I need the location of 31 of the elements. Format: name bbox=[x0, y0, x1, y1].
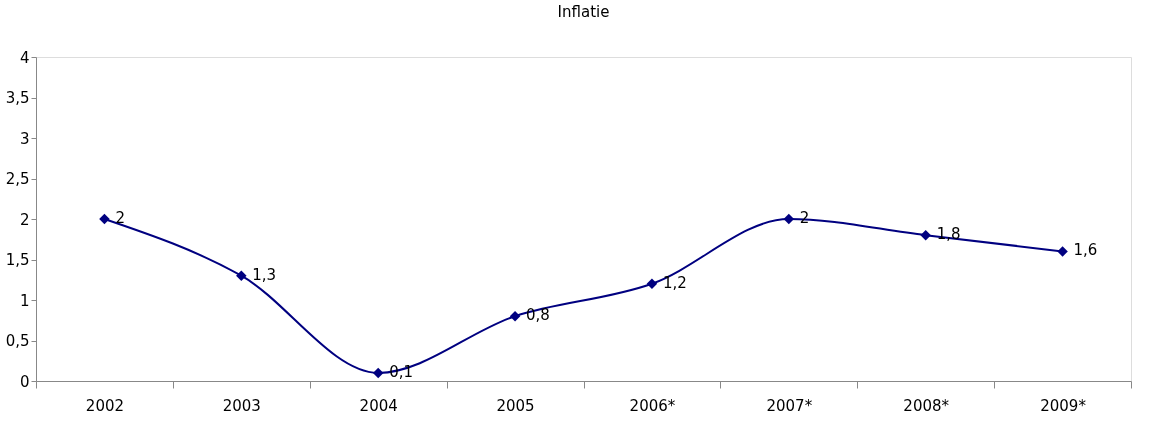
data-label: 1,6 bbox=[1073, 241, 1098, 260]
y-tick-label: 3,5 bbox=[5, 89, 30, 107]
point bbox=[646, 278, 658, 290]
point bbox=[236, 270, 247, 281]
point bbox=[1057, 246, 1068, 257]
data-label: 2 bbox=[115, 209, 125, 227]
y-tick-label: 3 bbox=[19, 129, 30, 148]
y-tick-label: 2,5 bbox=[5, 170, 30, 188]
data-label: 1,3 bbox=[252, 265, 277, 284]
x-tick-label: 2008* bbox=[903, 396, 950, 415]
point bbox=[783, 213, 795, 225]
point bbox=[99, 213, 110, 225]
data-label: 0,8 bbox=[526, 306, 550, 325]
chart-title: Inflatie bbox=[557, 3, 610, 21]
data-label: 1,2 bbox=[662, 273, 687, 292]
y-tick-label: 4 bbox=[19, 48, 30, 67]
y-tick-label: 1,5 bbox=[5, 251, 30, 269]
y-tick-label: 2 bbox=[19, 210, 30, 229]
y-tick-label: 1 bbox=[19, 291, 30, 310]
x-tick-label: 2004 bbox=[359, 396, 398, 415]
x-tick-label: 2002 bbox=[85, 396, 125, 415]
point bbox=[372, 367, 384, 379]
point bbox=[920, 229, 931, 241]
x-tick-label: 2003 bbox=[222, 396, 261, 415]
x-tick-label: 2007* bbox=[766, 396, 813, 415]
y-tick-label: 0 bbox=[19, 372, 30, 391]
x-tick-label: 2009* bbox=[1040, 396, 1087, 415]
x-tick-label: 2005 bbox=[496, 396, 535, 415]
x-tick-label: 2006* bbox=[629, 396, 676, 415]
point bbox=[509, 310, 521, 322]
y-tick-label: 0,5 bbox=[5, 332, 30, 350]
